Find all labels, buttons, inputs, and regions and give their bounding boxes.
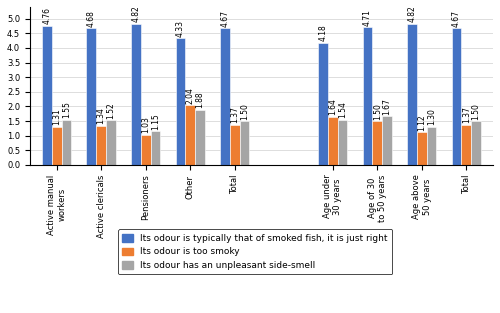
Text: 1.50: 1.50 [472, 103, 480, 120]
Text: 4.71: 4.71 [363, 9, 372, 26]
Bar [462, 125, 471, 165]
Text: 2.04: 2.04 [186, 87, 194, 104]
Text: 4.68: 4.68 [87, 10, 96, 27]
Text: 4.82: 4.82 [408, 6, 416, 23]
Bar [230, 125, 239, 165]
Bar [131, 24, 141, 165]
Text: 1.34: 1.34 [96, 107, 106, 124]
Bar [318, 43, 328, 165]
Bar [52, 126, 62, 165]
Text: 4.67: 4.67 [452, 10, 461, 27]
Text: 4.82: 4.82 [132, 6, 140, 23]
Bar [96, 126, 106, 165]
Bar [150, 131, 160, 165]
Bar [220, 28, 230, 165]
Text: 1.15: 1.15 [151, 113, 160, 130]
Text: 1.88: 1.88 [196, 92, 204, 108]
Legend: Its odour is typically that of smoked fish, it is just right, Its odour is too s: Its odour is typically that of smoked fi… [118, 229, 392, 275]
Bar [338, 120, 347, 165]
Text: 4.76: 4.76 [42, 7, 51, 24]
Text: 4.33: 4.33 [176, 20, 185, 37]
Bar [417, 132, 426, 165]
Bar [382, 116, 392, 165]
Text: 1.52: 1.52 [106, 102, 116, 119]
Text: 1.64: 1.64 [328, 99, 337, 115]
Bar [42, 26, 51, 165]
Bar [328, 117, 338, 165]
Text: 1.50: 1.50 [373, 103, 382, 120]
Bar [471, 121, 481, 165]
Bar [372, 121, 382, 165]
Bar [176, 38, 186, 165]
Bar [106, 121, 116, 165]
Text: 1.37: 1.37 [230, 106, 239, 123]
Text: 1.12: 1.12 [418, 114, 426, 131]
Text: 1.50: 1.50 [240, 103, 249, 120]
Text: 4.67: 4.67 [220, 10, 230, 27]
Bar [407, 24, 417, 165]
Bar [186, 105, 195, 165]
Bar [362, 27, 372, 165]
Text: 1.55: 1.55 [62, 101, 71, 118]
Text: 4.18: 4.18 [318, 24, 328, 41]
Text: 1.67: 1.67 [382, 98, 392, 115]
Bar [240, 121, 250, 165]
Bar [195, 110, 205, 165]
Text: 1.03: 1.03 [141, 116, 150, 133]
Bar [62, 120, 72, 165]
Bar [426, 127, 436, 165]
Text: 1.31: 1.31 [52, 108, 61, 125]
Bar [452, 28, 462, 165]
Text: 1.54: 1.54 [338, 101, 347, 118]
Text: 1.30: 1.30 [427, 109, 436, 126]
Bar [141, 135, 150, 165]
Text: 1.37: 1.37 [462, 106, 471, 123]
Bar [86, 28, 97, 165]
